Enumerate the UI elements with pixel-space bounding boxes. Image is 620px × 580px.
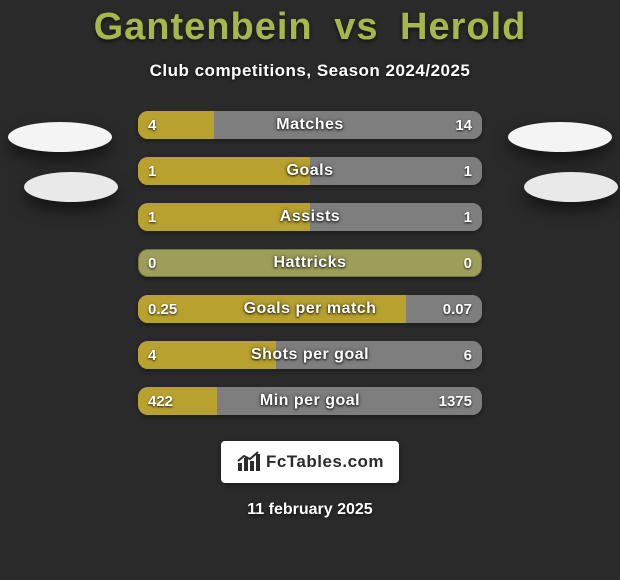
- stat-row: 46Shots per goal: [138, 341, 482, 369]
- stat-label: Shots per goal: [138, 341, 482, 369]
- brand-text: FcTables.com: [266, 452, 384, 472]
- subtitle: Club competitions, Season 2024/2025: [0, 61, 620, 81]
- stat-label: Matches: [138, 111, 482, 139]
- team-badge-placeholder: [8, 122, 112, 152]
- team-badge-placeholder: [508, 122, 612, 152]
- comparison-card: Gantenbein vs Herold Club competitions, …: [0, 0, 620, 580]
- team-badge-placeholder: [524, 172, 618, 202]
- stat-label: Assists: [138, 203, 482, 231]
- stat-label: Min per goal: [138, 387, 482, 415]
- stat-row: 00Hattricks: [138, 249, 482, 277]
- stat-label: Hattricks: [138, 249, 482, 277]
- stat-label: Goals per match: [138, 295, 482, 323]
- stat-rows: 414Matches 11Goals 11Assists 00Hattricks 0.2…: [138, 111, 482, 415]
- vs-label: vs: [334, 6, 378, 48]
- stat-row: 11Assists: [138, 203, 482, 231]
- stat-row: 11Goals: [138, 157, 482, 185]
- stat-row: 4221375Min per goal: [138, 387, 482, 415]
- player2-name: Herold: [400, 6, 526, 48]
- player1-name: Gantenbein: [94, 6, 313, 48]
- footer-date: 11 february 2025: [0, 501, 620, 519]
- team-badge-placeholder: [24, 172, 118, 202]
- brand-badge: FcTables.com: [221, 441, 399, 483]
- stat-row: 414Matches: [138, 111, 482, 139]
- chart-area: 414Matches 11Goals 11Assists 00Hattricks 0.2…: [0, 111, 620, 415]
- brand-chart-icon: [236, 451, 262, 473]
- headline: Gantenbein vs Herold: [0, 0, 620, 49]
- stat-label: Goals: [138, 157, 482, 185]
- stat-row: 0.250.07Goals per match: [138, 295, 482, 323]
